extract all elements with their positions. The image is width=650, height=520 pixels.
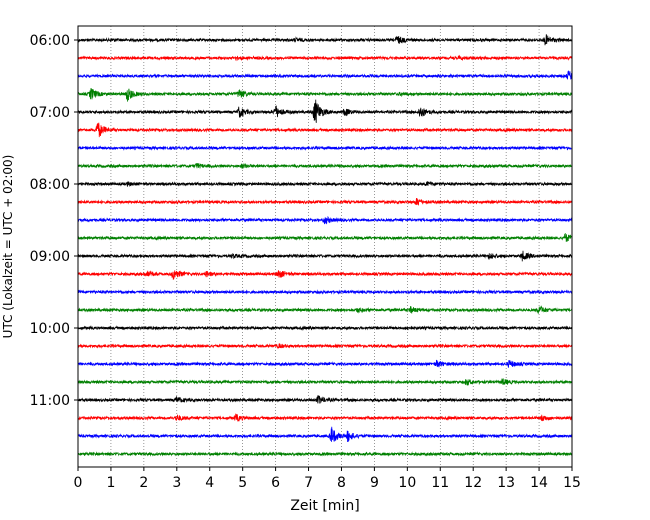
seismic-trace xyxy=(77,426,573,442)
plot-frame xyxy=(77,25,573,468)
y-tick-label: 09:00 xyxy=(30,249,70,265)
x-tick-label: 3 xyxy=(172,475,181,491)
seismic-trace xyxy=(77,233,573,243)
seismic-trace xyxy=(77,54,573,62)
seismic-trace xyxy=(77,289,573,295)
seismic-trace xyxy=(77,70,573,80)
x-tick-label: 5 xyxy=(238,475,247,491)
seismic-trace xyxy=(77,99,573,123)
y-tick-label: 07:00 xyxy=(30,105,70,121)
seismic-trace xyxy=(77,270,573,280)
seismic-trace xyxy=(77,198,573,206)
y-axis-ticks: 06:00 07:00 08:00 09:00 10:00 11:00 xyxy=(30,33,78,409)
x-tick-label: 6 xyxy=(271,475,280,491)
seismic-trace xyxy=(77,34,573,46)
x-tick-label: 11 xyxy=(431,475,449,491)
seismic-trace xyxy=(77,359,573,368)
seismic-trace xyxy=(77,180,573,187)
seismic-trace xyxy=(77,145,573,151)
seismic-trace xyxy=(77,215,573,225)
seismic-traces xyxy=(77,34,573,457)
seismic-trace xyxy=(77,250,573,262)
x-tick-label: 1 xyxy=(106,475,115,491)
x-tick-label: 8 xyxy=(337,475,346,491)
x-tick-label: 2 xyxy=(139,475,148,491)
y-tick-label: 08:00 xyxy=(30,177,70,193)
y-tick-label: 10:00 xyxy=(30,321,70,337)
seismic-trace xyxy=(77,122,573,138)
seismic-trace xyxy=(77,162,573,169)
seismic-trace xyxy=(77,325,573,331)
y-tick-label: 11:00 xyxy=(30,393,70,409)
x-tick-label: 14 xyxy=(530,475,548,491)
seismic-trace xyxy=(77,343,573,350)
seismic-trace xyxy=(77,395,573,404)
x-tick-label: 10 xyxy=(398,475,416,491)
x-tick-label: 15 xyxy=(563,475,581,491)
x-axis-ticks: 0 1 2 3 4 5 6 7 8 9 10 11 12 13 14 15 xyxy=(74,467,581,491)
x-tick-label: 0 xyxy=(74,475,83,491)
seismic-trace xyxy=(77,305,573,314)
x-tick-label: 12 xyxy=(464,475,482,491)
y-axis-label: UTC (Lokalzeit = UTC + 02:00) xyxy=(1,155,15,339)
y-tick-label: 06:00 xyxy=(30,33,70,49)
seismic-trace xyxy=(78,88,573,102)
seismic-trace xyxy=(77,451,573,457)
seismic-trace xyxy=(77,413,573,422)
x-axis-label: Zeit [min] xyxy=(290,498,359,514)
x-tick-label: 7 xyxy=(304,475,313,491)
seismic-trace xyxy=(77,378,573,386)
x-tick-label: 13 xyxy=(497,475,515,491)
x-tick-label: 4 xyxy=(205,475,214,491)
x-tick-label: 9 xyxy=(370,475,379,491)
